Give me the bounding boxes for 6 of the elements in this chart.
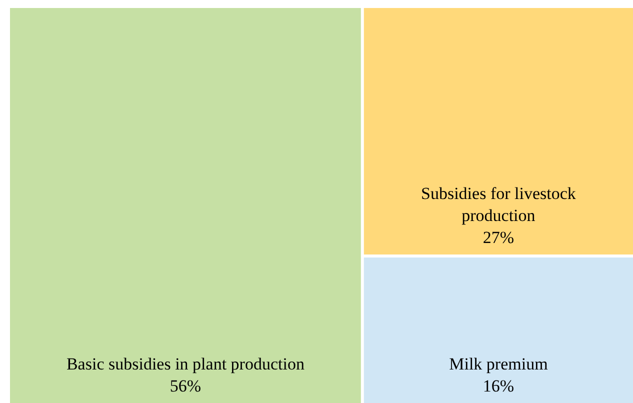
category-label: Subsidies for livestock production (421, 184, 576, 226)
data-label: 27% (482, 228, 514, 248)
category-label: Basic subsidies in plant production (66, 354, 305, 374)
data-label: 56% (170, 376, 202, 396)
data-label: 16% (482, 376, 514, 396)
category-label: Milk premium (449, 354, 548, 374)
